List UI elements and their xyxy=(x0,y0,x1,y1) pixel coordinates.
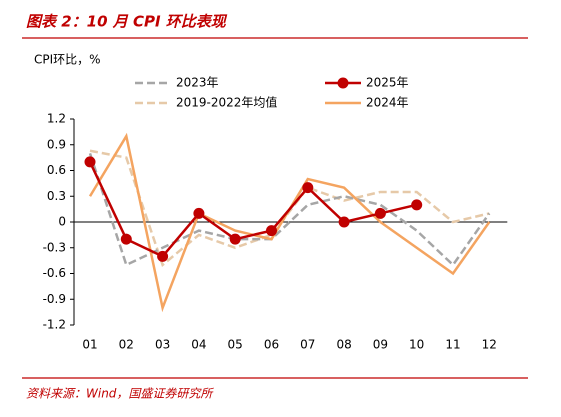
y-axis-label: CPI环比，% xyxy=(34,53,101,67)
x-tick-label: 01 xyxy=(82,338,97,352)
series-marker xyxy=(411,199,423,211)
chart-title: 图表 2：10 月 CPI 环比表现 xyxy=(26,13,228,31)
x-tick-label: 02 xyxy=(119,338,134,352)
series-marker xyxy=(374,207,386,219)
y-tick-label: -0.9 xyxy=(43,292,66,306)
y-tick-label: -0.3 xyxy=(43,240,66,254)
y-tick-label: 0 xyxy=(58,215,66,229)
x-tick-label: 03 xyxy=(155,338,170,352)
x-tick-label: 04 xyxy=(191,338,206,352)
series-marker xyxy=(302,182,314,194)
y-tick-label: 0.3 xyxy=(47,189,66,203)
x-tick-label: 07 xyxy=(300,338,315,352)
x-tick-label: 08 xyxy=(336,338,351,352)
y-tick-label: -1.2 xyxy=(43,318,66,332)
legend-label: 2024年 xyxy=(366,96,409,110)
series-marker xyxy=(266,225,277,237)
source: 资料来源：Wind，国盛证券研究所 xyxy=(26,387,214,401)
y-tick-label: -0.6 xyxy=(43,266,66,280)
y-tick-label: 1.2 xyxy=(47,112,66,126)
series-marker xyxy=(193,207,205,219)
series-line xyxy=(88,152,491,267)
series-line xyxy=(88,161,417,258)
y-tick-label: 0.6 xyxy=(47,163,66,177)
x-tick-label: 11 xyxy=(445,338,460,352)
legend-marker xyxy=(337,77,349,89)
series-marker xyxy=(84,156,96,168)
x-tick-label: 09 xyxy=(373,338,388,352)
x-tick-label: 10 xyxy=(409,338,424,352)
series-marker xyxy=(157,250,169,262)
legend-label: 2023年 xyxy=(176,76,219,90)
series-marker xyxy=(120,233,132,245)
legend-label: 2019-2022年均值 xyxy=(176,95,277,110)
x-tick-label: 05 xyxy=(228,338,243,352)
series-marker xyxy=(338,216,350,228)
series-marker xyxy=(229,233,241,245)
x-tick-label: 06 xyxy=(264,338,279,352)
x-tick-label: 12 xyxy=(482,338,497,352)
legend-label: 2025年 xyxy=(366,76,409,90)
y-tick-label: 0.9 xyxy=(47,137,66,151)
